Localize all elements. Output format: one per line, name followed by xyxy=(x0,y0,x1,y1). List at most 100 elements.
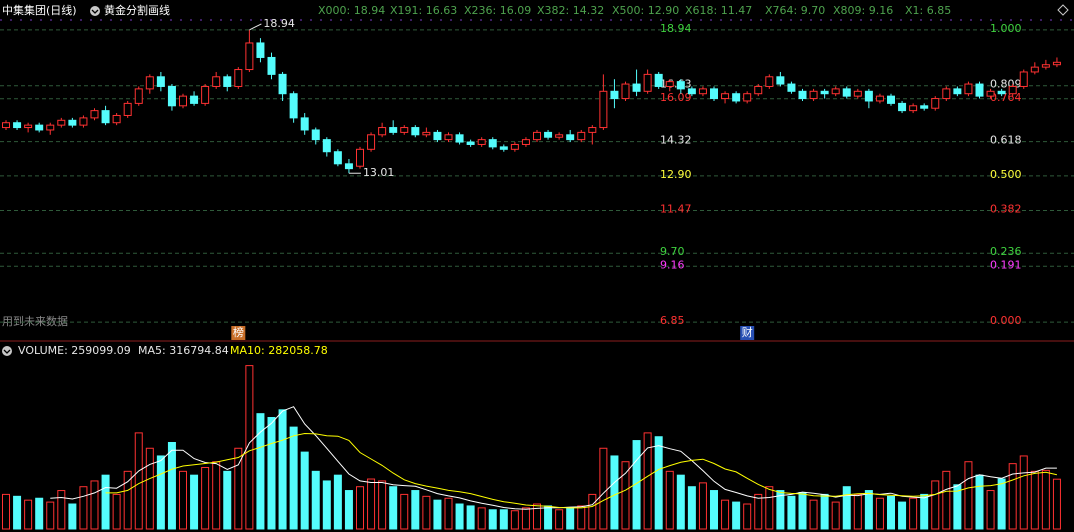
candle-body xyxy=(201,85,210,104)
level-header: X236: 16.09 xyxy=(464,4,531,17)
volume-bar xyxy=(422,495,431,530)
diamond-icon[interactable] xyxy=(1057,4,1069,16)
candle-body xyxy=(234,69,243,87)
tool-name: 黄金分割画线 xyxy=(104,3,170,17)
volume-bar xyxy=(123,470,132,530)
volume-bar xyxy=(278,409,287,530)
candle-body xyxy=(46,124,55,131)
volume-bar xyxy=(300,451,309,530)
candle-body xyxy=(433,131,442,141)
candle-body xyxy=(1030,66,1039,73)
volume-bar xyxy=(68,503,77,530)
candle-body xyxy=(643,73,652,92)
event-box xyxy=(231,326,246,340)
fib-price-label: 11.47 xyxy=(660,202,692,215)
volume-bar xyxy=(533,503,541,530)
candle-body xyxy=(942,88,951,100)
level-header: X764: 9.70 xyxy=(765,4,825,17)
candle-body xyxy=(356,148,364,167)
volume-bar xyxy=(223,470,232,530)
volume-bar xyxy=(676,474,685,530)
tool-icon[interactable] xyxy=(90,6,100,16)
candle-body xyxy=(444,134,453,141)
volume-bar xyxy=(875,497,884,530)
candle-body xyxy=(322,139,331,153)
volume-bar xyxy=(256,413,265,530)
volume-bar xyxy=(389,486,398,530)
level-header: X618: 11.47 xyxy=(685,4,752,17)
candle-body xyxy=(466,141,475,145)
candle-body xyxy=(134,88,143,104)
ma10-label: MA10: 282058.78 xyxy=(230,344,328,357)
candle-body xyxy=(831,88,840,95)
candle-body xyxy=(721,93,730,100)
event-box xyxy=(740,326,755,340)
candle-body xyxy=(101,110,110,124)
candle-body xyxy=(256,42,265,58)
volume-bar xyxy=(864,490,873,530)
volume-bar xyxy=(754,493,763,530)
candle-body xyxy=(776,76,785,85)
candle-body xyxy=(289,93,298,119)
candle-body xyxy=(223,76,232,87)
volume-bar xyxy=(665,470,674,530)
candle-body xyxy=(986,90,995,97)
candle-body xyxy=(654,73,663,87)
candle-body xyxy=(389,127,398,133)
volume-bar xyxy=(566,507,575,530)
volume-bar xyxy=(887,495,895,530)
volume-bar xyxy=(898,501,907,530)
ma5-line xyxy=(50,406,1057,510)
volume-bar xyxy=(311,470,320,530)
volume-bar xyxy=(13,495,22,530)
candle-body xyxy=(698,88,707,95)
candle-body xyxy=(621,83,630,100)
volume-bar xyxy=(190,474,199,530)
fib-price-label: 9.16 xyxy=(660,258,685,271)
candle-body xyxy=(245,42,254,71)
volume-bar xyxy=(79,486,88,530)
volume-bar xyxy=(831,501,840,530)
candle-body xyxy=(24,124,33,129)
volume-bar xyxy=(577,505,586,530)
candle-body xyxy=(820,90,829,95)
volume-icon-arrow xyxy=(3,349,11,354)
level-header: X382: 14.32 xyxy=(537,4,604,17)
volume-bar xyxy=(610,455,619,530)
volume-bar xyxy=(521,507,530,530)
candle-body xyxy=(123,102,132,116)
volume-bar xyxy=(997,478,1006,530)
volume-bar xyxy=(975,474,984,530)
candle-body xyxy=(610,90,619,100)
fib-ratio-label: 0.000 xyxy=(990,314,1022,327)
fib-ratio-label: 0.618 xyxy=(990,134,1022,147)
volume-bar xyxy=(167,442,176,530)
candle-body xyxy=(544,131,553,138)
volume-bar xyxy=(721,499,730,530)
candle-body xyxy=(79,117,88,126)
candle-body xyxy=(422,131,431,136)
fib-ratio-label: 0.191 xyxy=(990,258,1022,271)
candle-body xyxy=(190,95,199,104)
volume-icon[interactable] xyxy=(2,346,12,356)
candle-body xyxy=(344,163,353,170)
candle-body xyxy=(898,102,907,112)
candle-body xyxy=(378,127,387,136)
volume-bar xyxy=(455,503,464,530)
candle-body xyxy=(566,134,575,141)
volume-bar xyxy=(2,493,10,530)
volume-bar xyxy=(1008,463,1017,530)
candle-body xyxy=(931,98,940,109)
volume-bar xyxy=(599,447,608,530)
candle-body xyxy=(864,90,873,102)
candle-body xyxy=(267,56,276,75)
candle-body xyxy=(167,85,176,107)
future-data-note: 用到未来数据 xyxy=(2,314,68,328)
volume-bar xyxy=(245,365,254,530)
low-label: 13.01 xyxy=(363,166,395,179)
candle-body xyxy=(499,146,508,150)
candle-body xyxy=(521,139,530,145)
volume-bar xyxy=(743,503,752,530)
volume-bar xyxy=(931,480,940,530)
volume-bar xyxy=(964,461,973,530)
